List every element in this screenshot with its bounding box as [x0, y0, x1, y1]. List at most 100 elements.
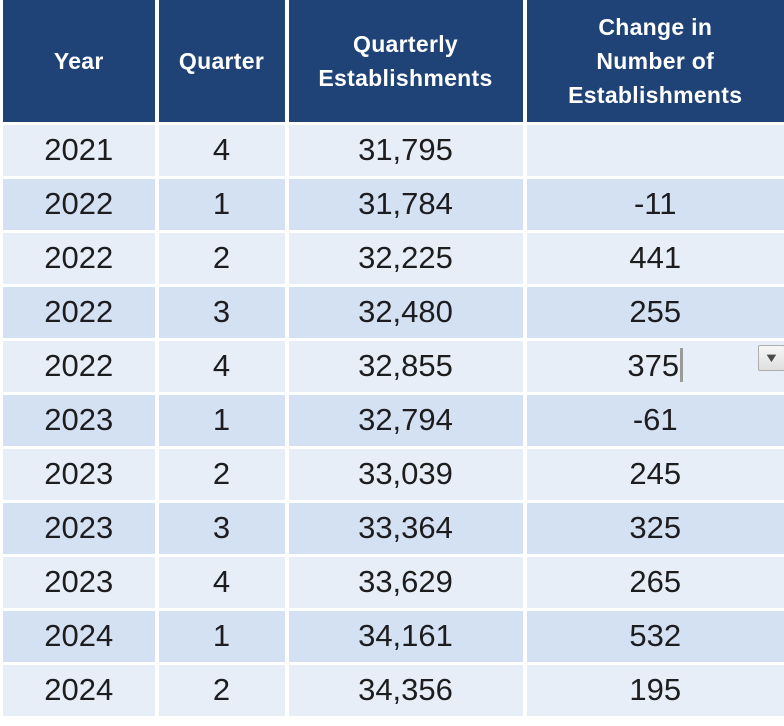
- cell-value: 34,161: [358, 618, 453, 653]
- table-row: 2024 2 34,356 195: [0, 663, 784, 719]
- dropdown-arrow-icon: ▼: [763, 350, 780, 365]
- cell-value: 265: [629, 564, 682, 599]
- cell-value: 1: [212, 402, 231, 437]
- table-cell[interactable]: 31,795: [286, 123, 527, 179]
- cell-value: 2023: [44, 564, 114, 599]
- table-cell[interactable]: 32,480: [286, 285, 527, 341]
- table-cell[interactable]: 2024: [0, 609, 159, 665]
- cell-value: 31,784: [358, 186, 453, 221]
- cell-value: 2022: [44, 294, 114, 329]
- table-cell[interactable]: 4: [156, 123, 289, 179]
- table-cell[interactable]: 32,794: [286, 393, 527, 449]
- cell-value: 441: [629, 240, 682, 275]
- header-row: Year Quarter Quarterly Establishments Ch…: [0, 0, 784, 125]
- cell-value: 2: [212, 456, 231, 491]
- table-cell[interactable]: 255: [524, 285, 784, 341]
- cell-value: 4: [212, 348, 231, 383]
- table-row: 2022 1 31,784 -11: [0, 177, 784, 233]
- table-cell[interactable]: 2: [156, 663, 289, 719]
- table-cell[interactable]: 2024: [0, 663, 159, 719]
- table-cell[interactable]: 33,039: [286, 447, 527, 503]
- cell-value: -61: [632, 402, 678, 437]
- table-cell[interactable]: 4: [156, 339, 289, 395]
- table-cell[interactable]: [524, 123, 784, 179]
- table-cell[interactable]: 2022: [0, 177, 159, 233]
- cell-value: 33,364: [358, 510, 453, 545]
- cell-value: 32,480: [358, 294, 453, 329]
- table-cell[interactable]: 441: [524, 231, 784, 287]
- cell-value: 3: [212, 510, 231, 545]
- table-cell[interactable]: 2: [156, 231, 289, 287]
- cell-value: 2024: [44, 672, 114, 707]
- cell-value: 2023: [44, 402, 114, 437]
- table-cell[interactable]: 3: [156, 501, 289, 557]
- table-cell[interactable]: 32,225: [286, 231, 527, 287]
- cell-value: 33,039: [358, 456, 453, 491]
- cell-value: 2022: [44, 240, 114, 275]
- column-header-year: Year: [0, 0, 159, 125]
- column-header-label: Quarterly Establishments: [318, 30, 493, 91]
- table-cell[interactable]: 2023: [0, 555, 159, 611]
- cell-value: 3: [212, 294, 231, 329]
- table-cell[interactable]: 195: [524, 663, 784, 719]
- table-cell[interactable]: 33,629: [286, 555, 527, 611]
- cell-value: 2023: [44, 456, 114, 491]
- table-cell[interactable]: 2022: [0, 231, 159, 287]
- table-row: 2023 4 33,629 265: [0, 555, 784, 611]
- cell-value: 32,225: [358, 240, 453, 275]
- table-cell[interactable]: 2023: [0, 501, 159, 557]
- table-cell[interactable]: 33,364: [286, 501, 527, 557]
- table-cell[interactable]: 3: [156, 285, 289, 341]
- table-cell[interactable]: 265: [524, 555, 784, 611]
- text-cursor: [680, 348, 684, 383]
- column-header-quarterly-establishments: Quarterly Establishments: [286, 0, 527, 125]
- cell-value: 32,794: [358, 402, 453, 437]
- cell-value: 2: [212, 672, 231, 707]
- table-cell[interactable]: -61: [524, 393, 784, 449]
- cell-value: 2021: [44, 132, 114, 167]
- table-cell[interactable]: 2022: [0, 285, 159, 341]
- table-row: 2022 2 32,225 441: [0, 231, 784, 287]
- table-cell[interactable]: 532: [524, 609, 784, 665]
- table-row: 2023 1 32,794 -61: [0, 393, 784, 449]
- cell-value: 2: [212, 240, 231, 275]
- cell-value: 4: [212, 132, 231, 167]
- column-header-label: Change in Number of Establishments: [568, 13, 743, 108]
- table-cell[interactable]: 34,356: [286, 663, 527, 719]
- cell-value: 1: [212, 618, 231, 653]
- table-header: Year Quarter Quarterly Establishments Ch…: [0, 0, 784, 125]
- cell-value: 255: [629, 294, 682, 329]
- table-cell[interactable]: 1: [156, 393, 289, 449]
- table-cell[interactable]: 31,784: [286, 177, 527, 233]
- table-row: 2022 3 32,480 255: [0, 285, 784, 341]
- table-cell[interactable]: 375 ▼: [524, 339, 784, 395]
- table-cell[interactable]: 2023: [0, 447, 159, 503]
- table-row: 2023 2 33,039 245: [0, 447, 784, 503]
- cell-value: 1: [212, 186, 231, 221]
- cell-value: 31,795: [358, 132, 453, 167]
- table-row: 2023 3 33,364 325: [0, 501, 784, 557]
- table-cell[interactable]: 34,161: [286, 609, 527, 665]
- column-header-label: Year: [53, 47, 104, 74]
- cell-value: 4: [212, 564, 231, 599]
- table-cell[interactable]: 2021: [0, 123, 159, 179]
- table-cell[interactable]: 32,855: [286, 339, 527, 395]
- table-cell[interactable]: 1: [156, 609, 289, 665]
- cell-value: 195: [629, 672, 682, 707]
- table-cell[interactable]: 2022: [0, 339, 159, 395]
- cell-value: 34,356: [358, 672, 453, 707]
- table-cell[interactable]: 2: [156, 447, 289, 503]
- table-cell[interactable]: 4: [156, 555, 289, 611]
- table-cell[interactable]: 245: [524, 447, 784, 503]
- dropdown-button[interactable]: ▼: [758, 344, 784, 371]
- cell-value: 33,629: [358, 564, 453, 599]
- table-cell[interactable]: 2023: [0, 393, 159, 449]
- cell-value: 2022: [44, 186, 114, 221]
- table-cell[interactable]: -11: [524, 177, 784, 233]
- cell-value: 325: [629, 510, 682, 545]
- cell-value: 32,855: [358, 348, 453, 383]
- table-cell[interactable]: 325: [524, 501, 784, 557]
- table-cell[interactable]: 1: [156, 177, 289, 233]
- cell-value: -11: [633, 186, 677, 221]
